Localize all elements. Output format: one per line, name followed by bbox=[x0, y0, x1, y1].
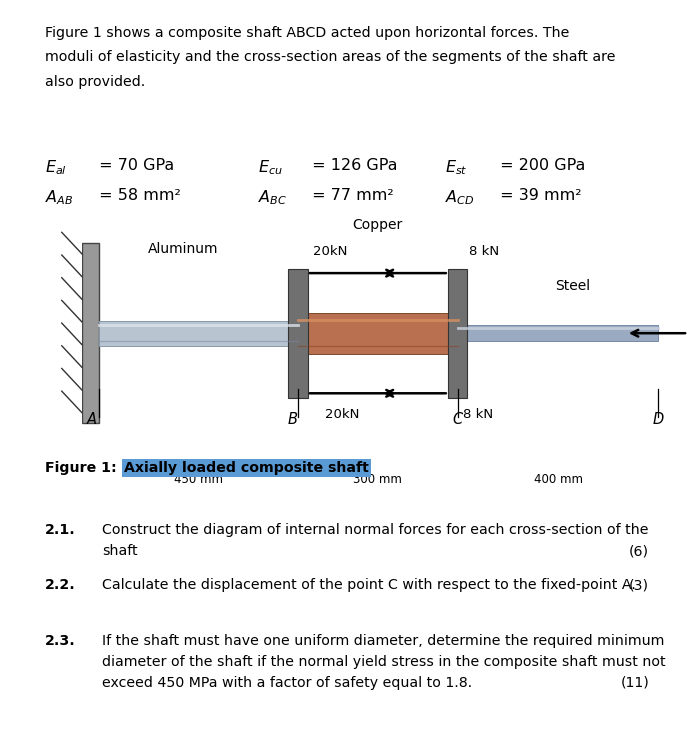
Text: = 58 mm²: = 58 mm² bbox=[94, 188, 181, 203]
Bar bbox=[458, 325, 658, 341]
Text: 8 kN: 8 kN bbox=[463, 408, 493, 422]
Bar bbox=[289, 269, 308, 398]
Text: Copper: Copper bbox=[352, 218, 403, 233]
Text: If the shaft must have one uniform diameter, determine the required minimum
diam: If the shaft must have one uniform diame… bbox=[102, 634, 665, 691]
Text: = 70 GPa: = 70 GPa bbox=[94, 158, 174, 173]
Text: 2.2.: 2.2. bbox=[45, 578, 76, 593]
Text: (11): (11) bbox=[620, 675, 649, 690]
Bar bbox=[99, 321, 298, 346]
Text: 300 mm: 300 mm bbox=[353, 473, 403, 486]
Text: Figure 1:: Figure 1: bbox=[45, 461, 122, 475]
Text: $A_{{AB}}$: $A_{{AB}}$ bbox=[45, 188, 73, 207]
Text: = 39 mm²: = 39 mm² bbox=[495, 188, 581, 203]
Text: = 126 GPa: = 126 GPa bbox=[307, 158, 398, 173]
Text: moduli of elasticity and the cross-section areas of the segments of the shaft ar: moduli of elasticity and the cross-secti… bbox=[45, 50, 615, 65]
Text: Figure 1 shows a composite shaft ABCD acted upon horizontal forces. The: Figure 1 shows a composite shaft ABCD ac… bbox=[45, 26, 569, 41]
Text: (6): (6) bbox=[629, 544, 649, 559]
Text: $E_{{al}}$: $E_{{al}}$ bbox=[45, 158, 67, 177]
Text: 2.1.: 2.1. bbox=[45, 523, 76, 538]
Text: $E_{{cu}}$: $E_{{cu}}$ bbox=[258, 158, 282, 177]
Text: Calculate the displacement of the point C with respect to the fixed-point A.: Calculate the displacement of the point … bbox=[102, 578, 635, 593]
Bar bbox=[82, 243, 99, 423]
Text: D: D bbox=[653, 412, 664, 426]
Text: = 77 mm²: = 77 mm² bbox=[307, 188, 394, 203]
Text: 450 mm: 450 mm bbox=[174, 473, 223, 486]
Text: Aluminum: Aluminum bbox=[148, 242, 218, 256]
Text: 20kN: 20kN bbox=[313, 245, 348, 258]
Text: C: C bbox=[453, 412, 463, 426]
Text: 20kN: 20kN bbox=[325, 408, 359, 422]
Text: Axially loaded composite shaft: Axially loaded composite shaft bbox=[124, 461, 368, 475]
Text: $A_{{BC}}$: $A_{{BC}}$ bbox=[258, 188, 287, 207]
Bar bbox=[298, 312, 458, 354]
Text: Construct the diagram of internal normal forces for each cross-section of the
sh: Construct the diagram of internal normal… bbox=[102, 523, 648, 559]
Text: 8 kN: 8 kN bbox=[469, 245, 499, 258]
Text: (3): (3) bbox=[629, 578, 649, 593]
Text: = 200 GPa: = 200 GPa bbox=[495, 158, 585, 173]
Text: $A_{{CD}}$: $A_{{CD}}$ bbox=[445, 188, 475, 207]
Text: also provided.: also provided. bbox=[45, 75, 145, 89]
Bar bbox=[448, 269, 467, 398]
Text: 400 mm: 400 mm bbox=[534, 473, 583, 486]
Text: $E_{{st}}$: $E_{{st}}$ bbox=[445, 158, 468, 177]
Text: B: B bbox=[287, 412, 297, 426]
Text: A: A bbox=[87, 412, 96, 426]
Text: Steel: Steel bbox=[555, 279, 590, 293]
Text: 2.3.: 2.3. bbox=[45, 634, 76, 648]
